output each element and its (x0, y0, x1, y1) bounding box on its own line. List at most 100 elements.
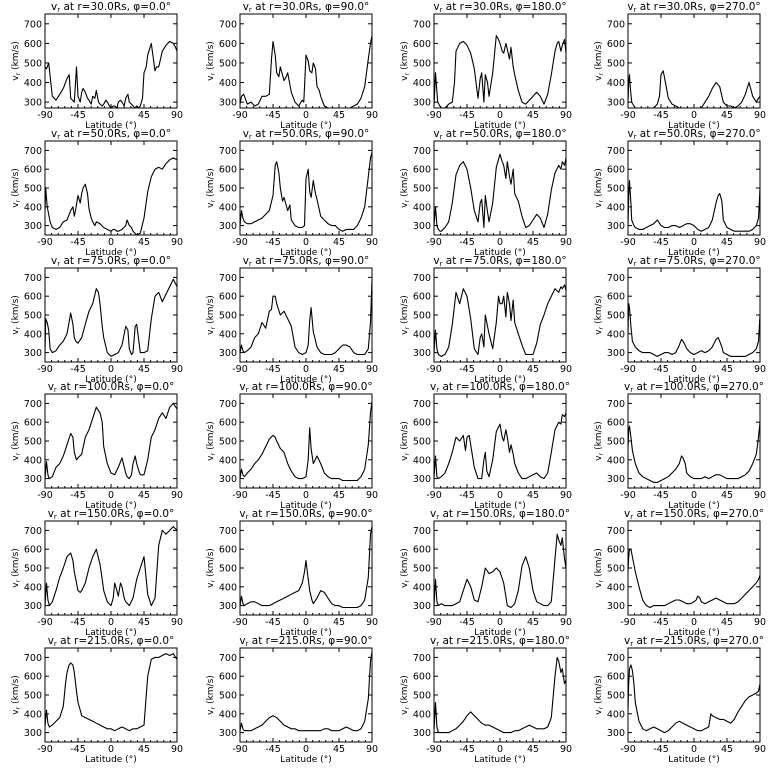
x-tick-label: 90 (171, 617, 183, 628)
y-tick-label: 700 (219, 19, 237, 30)
x-tick-label: 90 (754, 617, 766, 628)
x-tick-label: 90 (560, 110, 572, 121)
y-tick-label: 300 (24, 474, 42, 485)
plot-frame (627, 267, 761, 363)
title-var: v (624, 508, 630, 520)
x-tick-label: 0 (497, 490, 503, 501)
y-tick-label: 700 (24, 653, 42, 664)
x-tick-label: -90 (37, 617, 53, 628)
plot-frame (433, 13, 567, 109)
x-axis-label: Latitude (°) (85, 121, 136, 131)
y-tick-label: 300 (219, 728, 237, 739)
x-tick-label: -45 (653, 744, 669, 755)
title-var: v (239, 381, 245, 393)
x-tick-label: 90 (366, 744, 378, 755)
y-tick-label: 400 (24, 329, 42, 340)
x-tick-label: 0 (303, 237, 309, 248)
x-tick-label: 45 (333, 364, 345, 375)
y-tick-label: 700 (607, 273, 625, 284)
y-tick-label: 500 (607, 311, 625, 322)
series-line (240, 526, 372, 609)
title-sub: r (249, 133, 252, 141)
y-tick-label: 600 (24, 545, 42, 556)
series-line (434, 656, 566, 734)
x-tick-label: 45 (721, 237, 733, 248)
x-tick-label: 0 (691, 237, 697, 248)
x-axis-label: Latitude (°) (474, 755, 525, 765)
title-rest: at r=50.0Rs, φ=0.0° (60, 128, 171, 140)
title-sub: r (440, 260, 443, 268)
y-tick-label: 300 (219, 474, 237, 485)
y-tick-label: 600 (607, 39, 625, 50)
y-tick-label: 500 (219, 437, 237, 448)
y-tick-label: 600 (219, 672, 237, 683)
plot-frame (44, 267, 178, 363)
x-tick-label: -90 (620, 744, 636, 755)
chart-title: vr at r=150.0Rs, φ=270.0° (624, 508, 764, 521)
x-tick-label: 0 (497, 744, 503, 755)
y-tick-label: 600 (607, 418, 625, 429)
x-tick-label: 90 (366, 490, 378, 501)
y-tick-label: 400 (607, 455, 625, 466)
y-tick-label: 400 (24, 455, 42, 466)
chart-title: vr at r=150.0Rs, φ=180.0° (430, 508, 570, 521)
y-axis-label: vr (km/s) (206, 548, 217, 588)
y-tick-label: 700 (219, 399, 237, 410)
x-axis-label: Latitude (°) (280, 121, 331, 131)
x-tick-label: -90 (232, 364, 248, 375)
x-tick-label: -90 (620, 110, 636, 121)
y-tick-label: 700 (413, 146, 431, 157)
x-tick-label: -45 (70, 490, 86, 501)
title-rest: at r=75.0Rs, φ=0.0° (60, 255, 171, 267)
y-tick-label: 700 (413, 526, 431, 537)
y-tick-label: 700 (607, 526, 625, 537)
x-axis-label: Latitude (°) (668, 121, 719, 131)
y-tick-label: 400 (413, 202, 431, 213)
x-axis-label: Latitude (°) (85, 628, 136, 638)
y-tick-label: 300 (607, 348, 625, 359)
title-var: v (433, 255, 439, 267)
x-tick-label: -90 (37, 237, 53, 248)
plot-frame (433, 520, 567, 616)
title-sub: r (57, 260, 60, 268)
x-tick-label: -90 (620, 490, 636, 501)
title-rest: at r=100.0Rs, φ=90.0° (248, 381, 372, 393)
y-tick-label: 500 (24, 564, 42, 575)
y-tick-label: 400 (24, 709, 42, 720)
chart-panel: vr at r=50.0Rs, φ=0.0° -90 -45 0 45 90 300 400 5… (11, 128, 183, 258)
plot-frame (433, 393, 567, 489)
chart-panel: vr at r=75.0Rs, φ=90.0° -90 -45 0 45 90 300 400… (206, 255, 378, 385)
y-tick-label: 700 (607, 399, 625, 410)
chart-panel: vr at r=150.0Rs, φ=180.0° -90 -45 0 45 90 300 4… (400, 508, 572, 638)
y-tick-label: 400 (219, 709, 237, 720)
title-sub: r (57, 6, 60, 14)
x-axis-label: Latitude (°) (85, 375, 136, 385)
title-rest: at r=150.0Rs, φ=270.0° (633, 508, 764, 520)
title-rest: at r=75.0Rs, φ=90.0° (252, 255, 370, 267)
y-tick-label: 400 (607, 202, 625, 213)
x-tick-label: -45 (70, 617, 86, 628)
y-axis-label: vr (km/s) (594, 168, 605, 208)
y-tick-label: 600 (413, 672, 431, 683)
x-axis-label: Latitude (°) (280, 628, 331, 638)
y-tick-label: 600 (219, 39, 237, 50)
y-tick-label: 700 (24, 399, 42, 410)
title-var: v (239, 635, 245, 647)
y-tick-label: 600 (413, 545, 431, 556)
x-tick-label: -90 (426, 617, 442, 628)
series-line (628, 179, 760, 232)
title-sub: r (634, 6, 637, 14)
x-tick-label: 45 (333, 744, 345, 755)
y-tick-label: 700 (607, 146, 625, 157)
y-tick-label: 400 (413, 78, 431, 89)
x-tick-label: 0 (691, 110, 697, 121)
x-axis-label: Latitude (°) (280, 755, 331, 765)
chart-title: vr at r=30.0Rs, φ=90.0° (243, 1, 370, 14)
chart-title: vr at r=215.0Rs, φ=270.0° (624, 635, 764, 648)
x-tick-label: 90 (560, 364, 572, 375)
title-var: v (239, 508, 245, 520)
series-line (434, 153, 566, 232)
title-var: v (51, 128, 57, 140)
y-tick-label: 500 (607, 437, 625, 448)
chart-title: vr at r=30.0Rs, φ=270.0° (627, 1, 760, 14)
